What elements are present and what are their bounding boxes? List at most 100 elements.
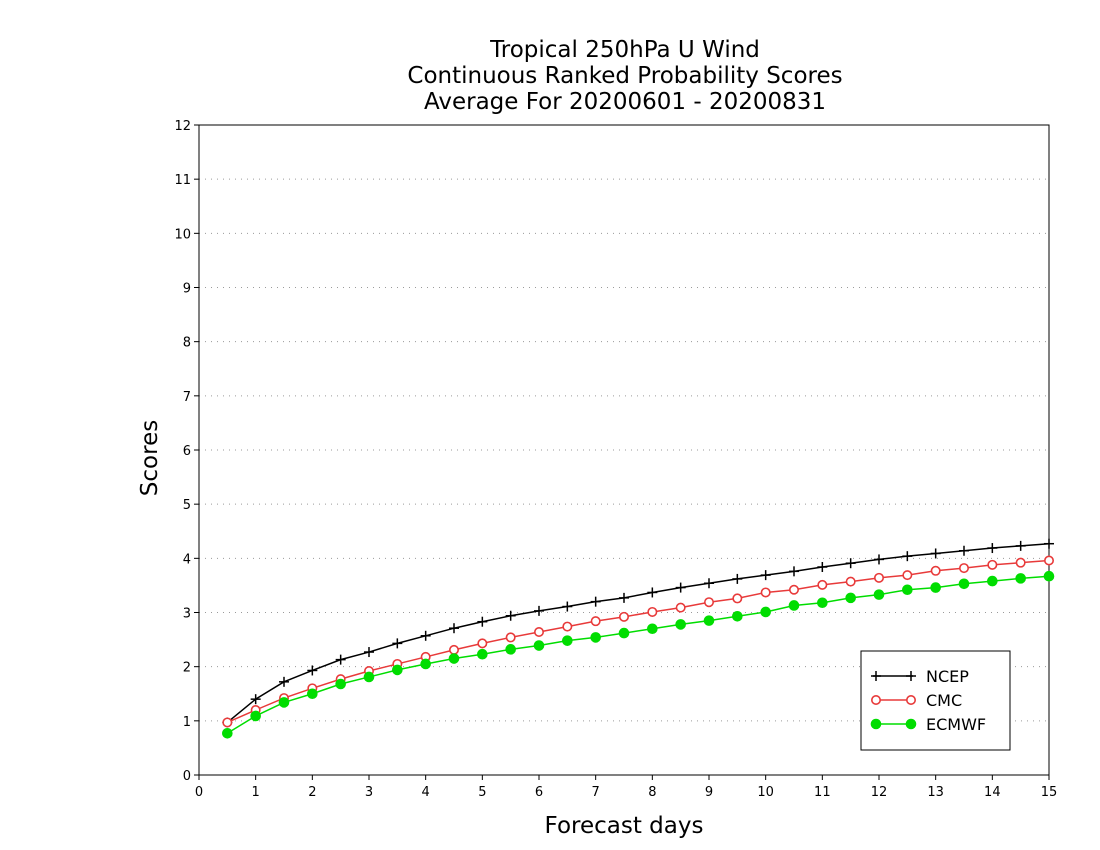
data-point-cmc: [477, 638, 488, 649]
data-point-ecmwf: [448, 653, 460, 664]
data-point-ecmwf: [392, 664, 403, 676]
data-point-ncep: [704, 578, 714, 589]
data-point-ecmwf: [1043, 570, 1055, 582]
x-tick-label: 6: [535, 785, 543, 800]
data-point-cmc: [448, 644, 459, 655]
data-point-ecmwf: [420, 658, 431, 670]
data-point-ecmwf: [618, 627, 630, 639]
data-point-ncep: [449, 623, 459, 634]
x-tick-label: 14: [984, 785, 1001, 800]
y-tick-label: 9: [183, 282, 191, 297]
data-point-ecmwf: [930, 582, 941, 593]
data-point-cmc: [817, 579, 828, 590]
series-group: [222, 538, 1055, 739]
legend-marker-ncep: [906, 671, 916, 681]
legend-item-cmc: CMC: [870, 691, 962, 710]
y-tick-label: 5: [183, 498, 191, 513]
data-point-ncep: [902, 551, 913, 562]
legend-marker-cmc: [870, 694, 881, 705]
data-point-ecmwf: [250, 710, 261, 722]
data-point-ncep: [1044, 538, 1054, 549]
data-point-ecmwf: [505, 644, 516, 655]
x-tick-label: 15: [1041, 785, 1058, 800]
data-point-ncep: [619, 592, 629, 603]
data-point-ncep: [250, 694, 261, 705]
data-point-ncep: [959, 545, 969, 556]
chart-title-line-1: Tropical 250hPa U Wind: [490, 37, 760, 63]
y-tick-label: 6: [183, 444, 191, 459]
data-point-ncep: [562, 601, 573, 612]
y-tick-label: 7: [183, 390, 191, 405]
legend-label-ncep: NCEP: [926, 667, 969, 686]
x-tick-label: 10: [757, 785, 774, 800]
data-point-ncep: [420, 630, 431, 641]
data-point-cmc: [845, 576, 856, 587]
data-point-ncep: [505, 610, 516, 621]
data-point-ecmwf: [817, 597, 828, 609]
chart-title-line-2: Continuous Ranked Probability Scores: [407, 63, 843, 89]
legend-marker-cmc: [905, 694, 916, 705]
y-tick-label: 0: [183, 769, 191, 784]
x-tick-label: 4: [422, 785, 430, 800]
x-tick-label: 13: [927, 785, 944, 800]
data-point-ncep: [675, 582, 686, 593]
series-ecmwf: [222, 570, 1055, 739]
data-point-ncep: [647, 587, 658, 598]
data-point-cmc: [873, 572, 884, 583]
y-tick-label: 1: [183, 715, 191, 730]
data-point-ecmwf: [788, 600, 800, 611]
data-point-ecmwf: [590, 632, 601, 643]
x-tick-label: 7: [592, 785, 600, 800]
data-point-cmc: [703, 597, 714, 608]
chart-title: Tropical 250hPa U Wind Continuous Ranked…: [0, 37, 1100, 115]
data-point-ecmwf: [760, 606, 771, 618]
legend-label-cmc: CMC: [926, 691, 962, 710]
y-tick-label: 10: [174, 227, 191, 242]
y-tick-label: 12: [174, 119, 191, 134]
legend: NCEP CMC ECMWF: [860, 650, 1011, 751]
data-point-ecmwf: [307, 688, 318, 700]
data-point-ecmwf: [1015, 573, 1026, 584]
data-point-ncep: [534, 605, 544, 616]
data-point-ncep: [845, 558, 856, 569]
data-point-ecmwf: [647, 623, 658, 635]
data-point-ecmwf: [703, 615, 715, 626]
legend-marker-ecmwf: [870, 718, 882, 730]
data-point-cmc: [533, 626, 544, 637]
x-tick-label: 12: [871, 785, 888, 800]
legend-marker-ncep: [871, 671, 881, 681]
legend-marker-ecmwf: [905, 718, 917, 730]
data-point-ecmwf: [222, 727, 233, 739]
x-tick-label: 9: [705, 785, 713, 800]
x-tick-label: 1: [252, 785, 260, 800]
data-point-cmc: [590, 616, 601, 627]
data-point-cmc: [930, 565, 941, 576]
x-tick-label: 0: [195, 785, 203, 800]
chart-title-line-3: Average For 20200601 - 20200831: [423, 89, 827, 115]
y-tick-label: 3: [183, 607, 191, 622]
data-point-cmc: [1044, 555, 1055, 566]
data-point-cmc: [618, 611, 629, 622]
data-point-cmc: [788, 584, 799, 595]
data-point-ecmwf: [533, 640, 545, 651]
data-point-ncep: [760, 570, 771, 581]
data-point-ncep: [590, 596, 601, 607]
data-point-ecmwf: [335, 678, 346, 690]
legend-item-ncep: NCEP: [871, 667, 969, 686]
data-point-ecmwf: [278, 697, 290, 708]
data-point-cmc: [958, 563, 969, 574]
y-tick-label: 11: [174, 173, 191, 188]
series-cmc: [222, 555, 1055, 728]
data-point-ncep: [987, 543, 998, 554]
data-point-cmc: [760, 587, 771, 598]
y-tick-label: 2: [183, 661, 191, 676]
data-point-ncep: [392, 638, 403, 649]
data-point-ecmwf: [363, 671, 375, 683]
x-tick-label: 5: [478, 785, 486, 800]
data-point-cmc: [562, 621, 573, 632]
data-point-ecmwf: [477, 648, 488, 660]
data-point-ecmwf: [873, 589, 885, 600]
data-point-ecmwf: [562, 635, 573, 646]
